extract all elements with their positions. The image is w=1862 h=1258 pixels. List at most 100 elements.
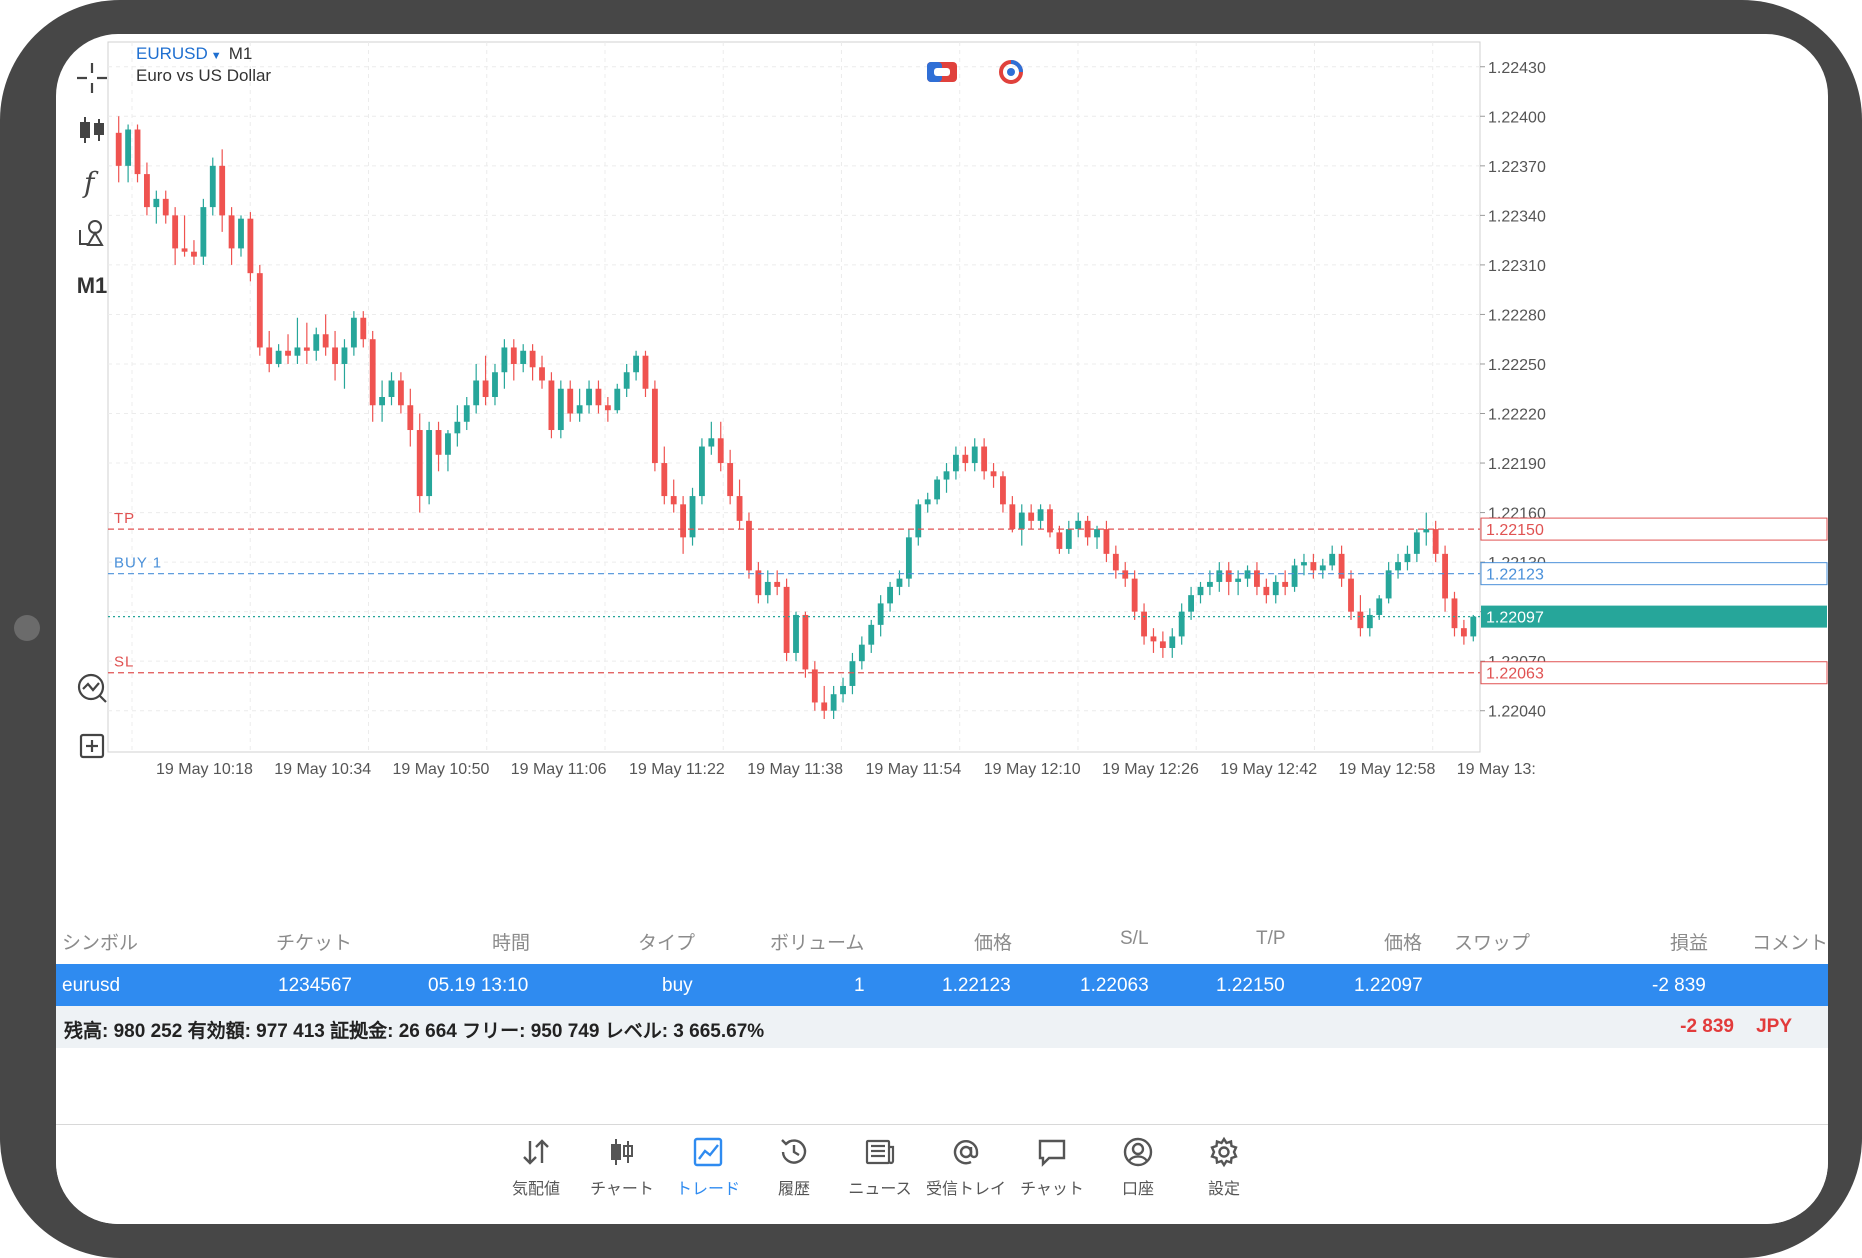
crosshair-icon[interactable] (68, 54, 116, 102)
col-current-price[interactable]: 価格 (1384, 933, 1423, 954)
candle-body (849, 661, 856, 686)
candle-body (539, 367, 545, 381)
nav-label-news: ニュース (848, 1181, 912, 1198)
candle-body (1206, 581, 1213, 587)
nav-news[interactable]: ニュース (834, 1135, 926, 1215)
cell-tp: 1.22150 (1216, 975, 1285, 996)
y-tick-label: 1.22280 (1488, 307, 1546, 324)
candle-body (445, 433, 451, 455)
cell-current-price: 1.22097 (1354, 975, 1423, 996)
y-tick-label: 1.22220 (1488, 407, 1546, 424)
candle-body (482, 380, 489, 397)
total-profit: -2 839 (1680, 1016, 1734, 1037)
candle-body (313, 334, 320, 351)
candle-body (783, 586, 790, 653)
candle-body (529, 350, 536, 368)
chat-bubble-icon (1038, 1139, 1066, 1167)
candle-body (1065, 529, 1072, 549)
candle-body (896, 578, 903, 587)
col-swap[interactable]: スワップ (1454, 933, 1531, 954)
nav-inbox[interactable]: 受信トレイ (920, 1135, 1012, 1215)
candle-body (811, 669, 818, 703)
col-price[interactable]: 価格 (974, 933, 1013, 954)
col-comment[interactable]: コメント (1752, 933, 1828, 954)
candle-body (595, 388, 602, 406)
indicators-icon[interactable]: f (68, 158, 116, 206)
price-chart[interactable]: 1.22430 1.22400 1.22370 1.22340 1.22310 1.222… (56, 34, 1828, 920)
candle-body (576, 405, 583, 414)
col-volume[interactable]: ボリューム (770, 933, 865, 954)
nav-chart[interactable]: チャート (576, 1135, 668, 1215)
candle-body (708, 438, 715, 447)
col-ticket[interactable]: チケット (276, 933, 353, 954)
timeframe-label: M1 (228, 44, 253, 63)
candle-body (1122, 570, 1129, 579)
x-tick-label: 19 May 10:34 (274, 761, 371, 778)
nav-settings[interactable]: 設定 (1178, 1135, 1270, 1215)
svg-text:f: f (82, 166, 99, 199)
candle-body (830, 694, 837, 711)
col-sl[interactable]: S/L (1120, 928, 1149, 949)
candle-body (1178, 611, 1185, 637)
level-name: BUY 1 (114, 555, 162, 572)
level-price-label: 1.22150 (1486, 522, 1544, 539)
cell-ticket: 1234567 (278, 975, 352, 996)
symbol-selector[interactable]: EURUSD ▼ M1 (136, 44, 252, 64)
candle-body (162, 198, 169, 216)
candle-body (633, 355, 639, 373)
candle-body (1150, 636, 1157, 642)
symbol-description: Euro vs US Dollar (136, 66, 272, 85)
chart-area[interactable]: 1.22430 1.22400 1.22370 1.22340 1.22310 1.222… (56, 34, 1828, 920)
candle-body (1338, 553, 1345, 579)
history-clock-icon (781, 1139, 807, 1164)
x-tick-label: 19 May 10:18 (156, 761, 253, 778)
table-row[interactable]: eurusd 1234567 05.19 13:10 buy 1 1.22123… (56, 964, 1828, 1006)
level-price-tag (1480, 661, 1828, 685)
one-click-trading-icon[interactable] (926, 60, 958, 84)
y-tick-label: 1.22250 (1488, 357, 1546, 374)
candle-body (1451, 598, 1458, 629)
candle-body (125, 129, 132, 166)
candle-body (332, 347, 338, 364)
col-time[interactable]: 時間 (492, 933, 531, 954)
nav-label-settings: 設定 (1207, 1181, 1240, 1198)
candle-body (1159, 641, 1166, 648)
candle-body (172, 215, 179, 249)
candle-body (689, 496, 696, 538)
candle-body (623, 372, 630, 389)
candle-body (1385, 570, 1392, 599)
candle-body (247, 218, 254, 274)
dropdown-caret-icon[interactable]: ▼ (210, 50, 222, 62)
candle-body (586, 388, 592, 406)
objects-icon[interactable] (68, 210, 116, 258)
candle-body (463, 405, 470, 422)
candle-body (1357, 611, 1364, 629)
chart-analysis-icon[interactable] (68, 664, 116, 712)
symbol-name[interactable]: EURUSD (136, 44, 208, 63)
quotes-arrows-icon (523, 1139, 549, 1165)
candle-body (858, 644, 865, 662)
candle-body (1169, 636, 1176, 648)
trade-timer-icon[interactable] (996, 60, 1026, 84)
nav-quotes[interactable]: 気配値 (490, 1135, 582, 1215)
y-tick-label: 1.22430 (1488, 60, 1546, 77)
chart-type-icon[interactable] (68, 106, 116, 154)
add-window-icon[interactable] (68, 722, 116, 770)
candle-body (1442, 553, 1448, 599)
nav-account[interactable]: 口座 (1092, 1135, 1184, 1215)
x-tick-label: 19 May 11:06 (511, 761, 607, 778)
col-symbol[interactable]: シンボル (62, 933, 139, 954)
col-profit[interactable]: 損益 (1670, 933, 1709, 954)
timeframe-button[interactable]: M1 (76, 273, 108, 298)
candle-body (256, 273, 263, 348)
nav-chat[interactable]: チャット (1006, 1135, 1098, 1215)
nav-trade[interactable]: トレード (662, 1135, 754, 1215)
candle-body (1460, 628, 1467, 637)
col-tp[interactable]: T/P (1256, 928, 1286, 949)
account-summary-text: 残高: 980 252 有効額: 977 413 証拠金: 26 664 フリー… (64, 1021, 765, 1042)
candle-body (266, 347, 273, 364)
cell-volume: 1 (854, 975, 865, 996)
candle-body (868, 624, 875, 645)
col-type[interactable]: タイプ (638, 933, 696, 954)
nav-history[interactable]: 履歴 (748, 1135, 840, 1215)
